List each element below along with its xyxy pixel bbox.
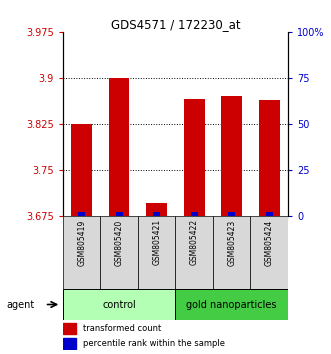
Bar	[78, 212, 85, 216]
Text: GSM805424: GSM805424	[265, 219, 274, 266]
Text: GSM805421: GSM805421	[152, 219, 161, 266]
Bar	[221, 96, 242, 216]
Bar	[175, 216, 213, 289]
Text: GSM805423: GSM805423	[227, 219, 236, 266]
Bar	[100, 216, 138, 289]
Bar	[63, 338, 76, 349]
Text: GSM805422: GSM805422	[190, 219, 199, 266]
Title: GDS4571 / 172230_at: GDS4571 / 172230_at	[111, 18, 240, 31]
Bar	[146, 204, 167, 216]
Bar	[259, 101, 279, 216]
Text: transformed count: transformed count	[83, 324, 162, 333]
Bar	[153, 212, 160, 216]
Bar	[228, 212, 235, 216]
Text: gold nanoparticles: gold nanoparticles	[186, 299, 277, 309]
Bar	[138, 216, 175, 289]
Text: GSM805419: GSM805419	[77, 219, 86, 266]
Bar	[213, 216, 251, 289]
Bar	[266, 212, 273, 216]
Text: percentile rank within the sample: percentile rank within the sample	[83, 339, 225, 348]
Bar	[109, 78, 129, 216]
Bar	[184, 99, 205, 216]
Bar	[191, 212, 198, 216]
Text: agent: agent	[7, 299, 35, 309]
Bar	[63, 216, 100, 289]
Bar	[63, 289, 175, 320]
Bar	[175, 289, 288, 320]
Bar	[116, 212, 122, 216]
Bar	[251, 216, 288, 289]
Text: control: control	[102, 299, 136, 309]
Text: GSM805420: GSM805420	[115, 219, 124, 266]
Bar	[71, 124, 92, 216]
Bar	[63, 323, 76, 333]
